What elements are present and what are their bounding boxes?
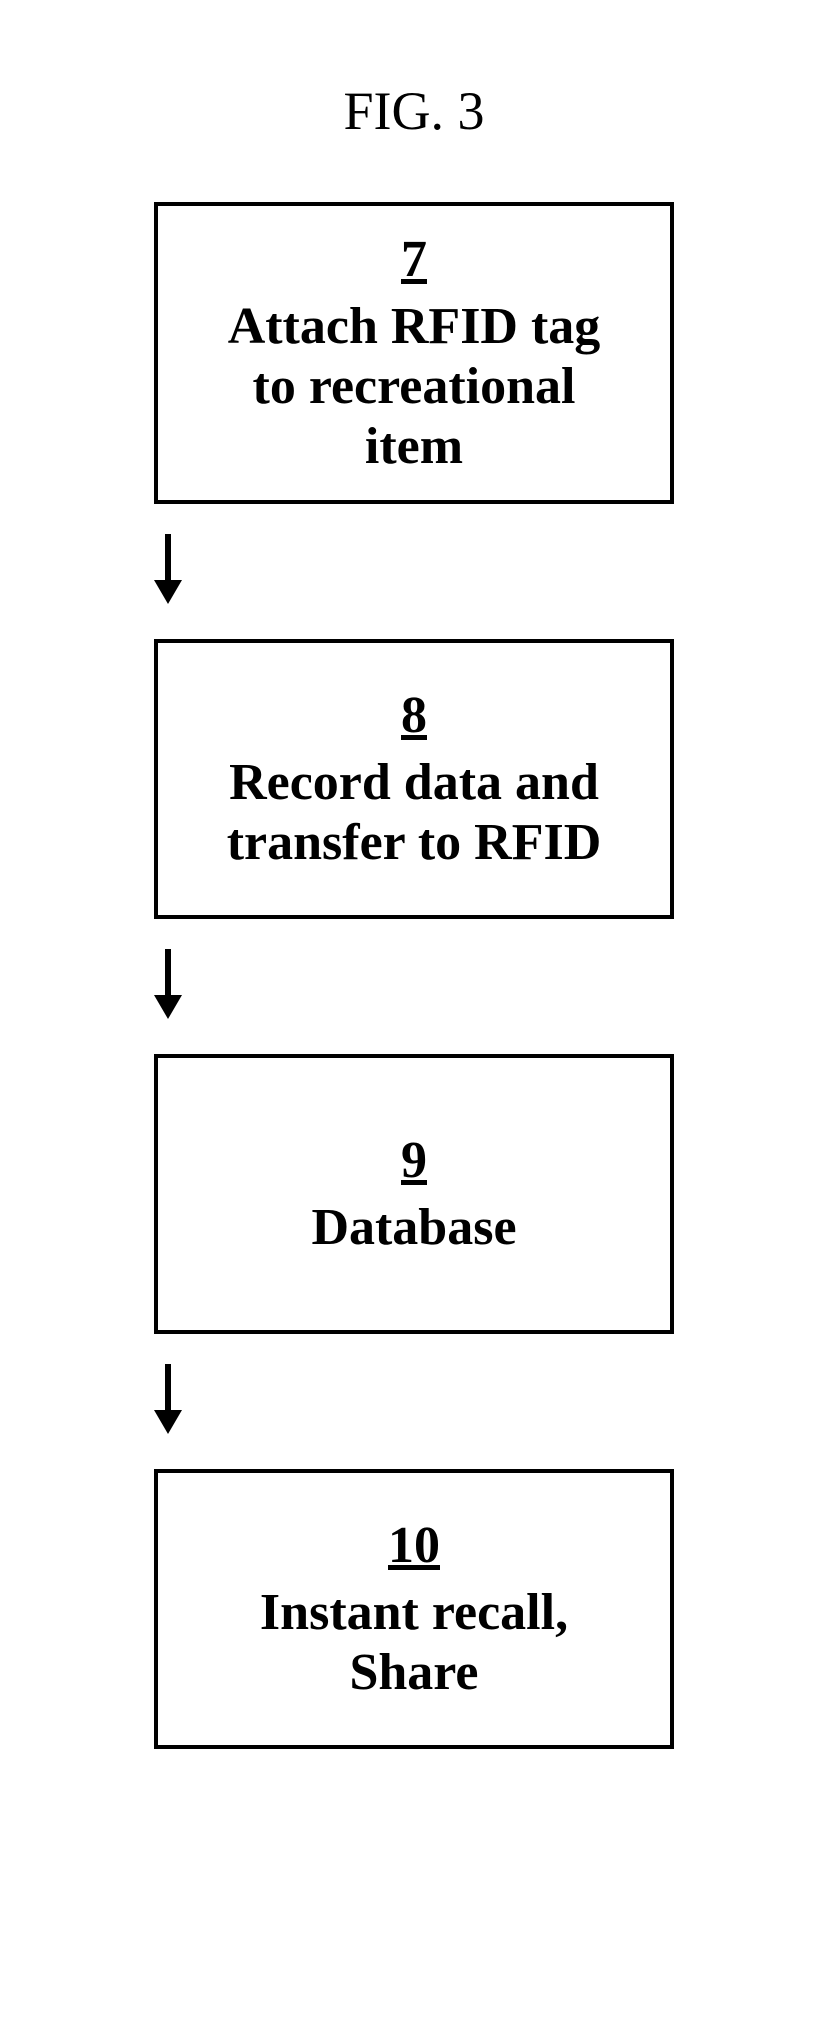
flow-step: 7 Attach RFID tag to recreational item [154, 202, 674, 504]
arrow-down-icon [154, 1364, 182, 1434]
step-text: Attach RFID tag to recreational item [228, 297, 601, 476]
flow-step: 10 Instant recall, Share [154, 1469, 674, 1749]
flowchart: 7 Attach RFID tag to recreational item 8 Re… [154, 202, 674, 1749]
flow-step: 9 Database [154, 1054, 674, 1334]
step-text: Database [311, 1198, 516, 1258]
step-text: Instant recall, Share [260, 1583, 568, 1703]
step-text: Record data and transfer to RFID [227, 753, 602, 873]
step-number: 8 [401, 686, 427, 745]
arrow-down-icon [154, 534, 182, 604]
figure-container: FIG. 3 7 Attach RFID tag to recreational … [154, 80, 674, 1749]
figure-title: FIG. 3 [343, 80, 484, 142]
step-number: 9 [401, 1131, 427, 1190]
step-number: 10 [388, 1516, 440, 1575]
arrow-down-icon [154, 949, 182, 1019]
step-number: 7 [401, 230, 427, 289]
flow-step: 8 Record data and transfer to RFID [154, 639, 674, 919]
